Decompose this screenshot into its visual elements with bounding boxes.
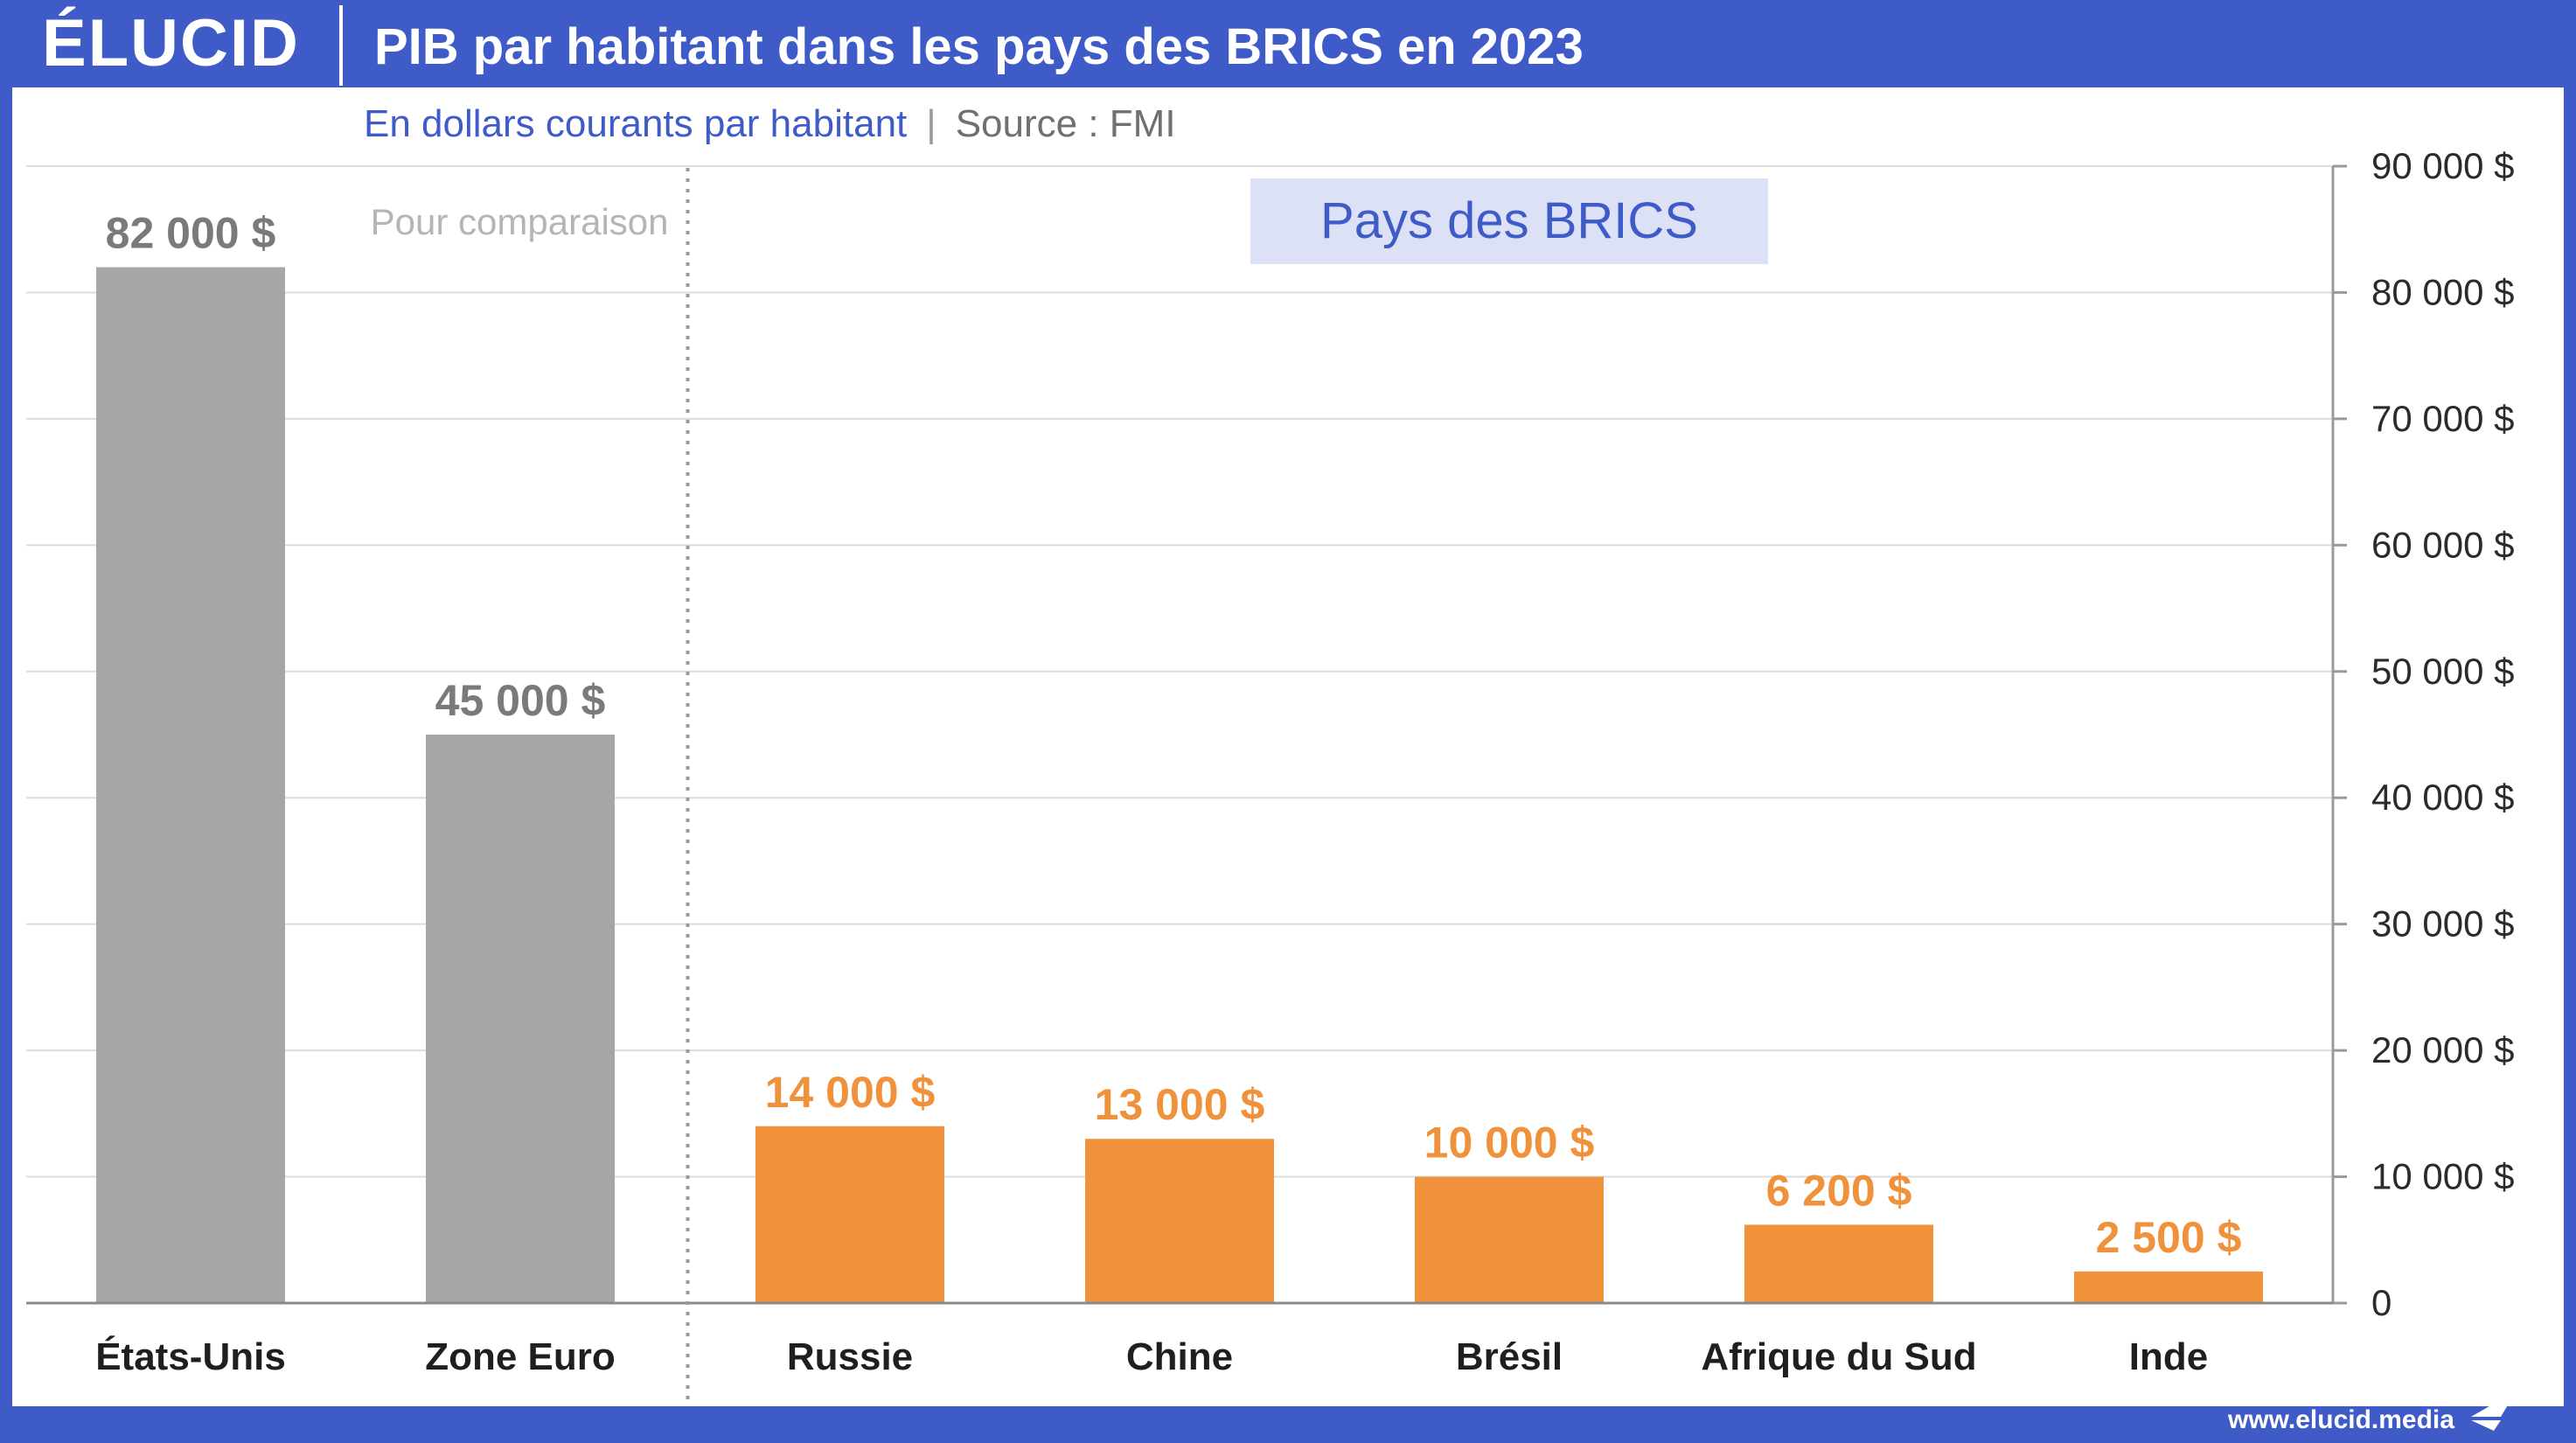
elucid-arrow-icon: [2471, 1391, 2517, 1431]
data-label: 13 000 $: [1095, 1080, 1265, 1129]
data-label: 45 000 $: [435, 676, 606, 725]
chart-source: Source : FMI: [955, 102, 1176, 145]
brics-group-label: Pays des BRICS: [1320, 192, 1698, 249]
y-tick-label: 80 000 $: [2371, 271, 2515, 312]
brics-label-box: [1250, 178, 1768, 264]
bar: [1085, 1139, 1274, 1303]
y-tick-label: 20 000 $: [2371, 1029, 2515, 1070]
x-tick-label: Brésil: [1456, 1335, 1563, 1378]
header-divider: [339, 5, 343, 86]
data-label: 6 200 $: [1766, 1166, 1912, 1215]
data-label: 14 000 $: [765, 1068, 936, 1117]
header-bar: ÉLUCID PIB par habitant dans les pays de…: [0, 0, 2576, 87]
bar: [426, 735, 615, 1303]
x-tick-label: Zone Euro: [425, 1335, 616, 1378]
website-link[interactable]: www.elucid.media: [2228, 1405, 2454, 1434]
x-tick-label: Russie: [787, 1335, 913, 1378]
y-tick-label: 0: [2371, 1282, 2392, 1323]
x-tick-label: Chine: [1126, 1335, 1233, 1378]
bar: [2074, 1271, 2263, 1303]
x-tick-label: Afrique du Sud: [1701, 1335, 1976, 1378]
y-tick-label: 90 000 $: [2371, 145, 2515, 186]
data-label: 2 500 $: [2096, 1213, 2242, 1262]
bar: [755, 1126, 944, 1303]
y-tick-label: 70 000 $: [2371, 398, 2515, 439]
y-tick-label: 50 000 $: [2371, 651, 2515, 692]
data-label: 10 000 $: [1424, 1119, 1595, 1168]
subtitle-row: En dollars courants par habitant | Source …: [364, 98, 1176, 150]
comparison-group-label: Pour comparaison: [371, 201, 669, 242]
x-tick-label: États-Unis: [95, 1335, 286, 1378]
bar: [96, 267, 285, 1303]
y-tick-label: 60 000 $: [2371, 524, 2515, 565]
chart-title: PIB par habitant dans les pays des BRICS…: [374, 18, 1584, 75]
elucid-logo: ÉLUCID: [42, 6, 300, 80]
x-tick-label: Inde: [2129, 1335, 2208, 1378]
y-tick-label: 10 000 $: [2371, 1156, 2515, 1197]
chart-subtitle: En dollars courants par habitant: [364, 102, 908, 145]
bar: [1744, 1224, 1933, 1303]
bar: [1415, 1176, 1604, 1303]
data-label: 82 000 $: [106, 209, 276, 258]
subtitle-separator: |: [926, 102, 936, 145]
y-tick-label: 40 000 $: [2371, 777, 2515, 818]
y-tick-label: 30 000 $: [2371, 903, 2515, 945]
